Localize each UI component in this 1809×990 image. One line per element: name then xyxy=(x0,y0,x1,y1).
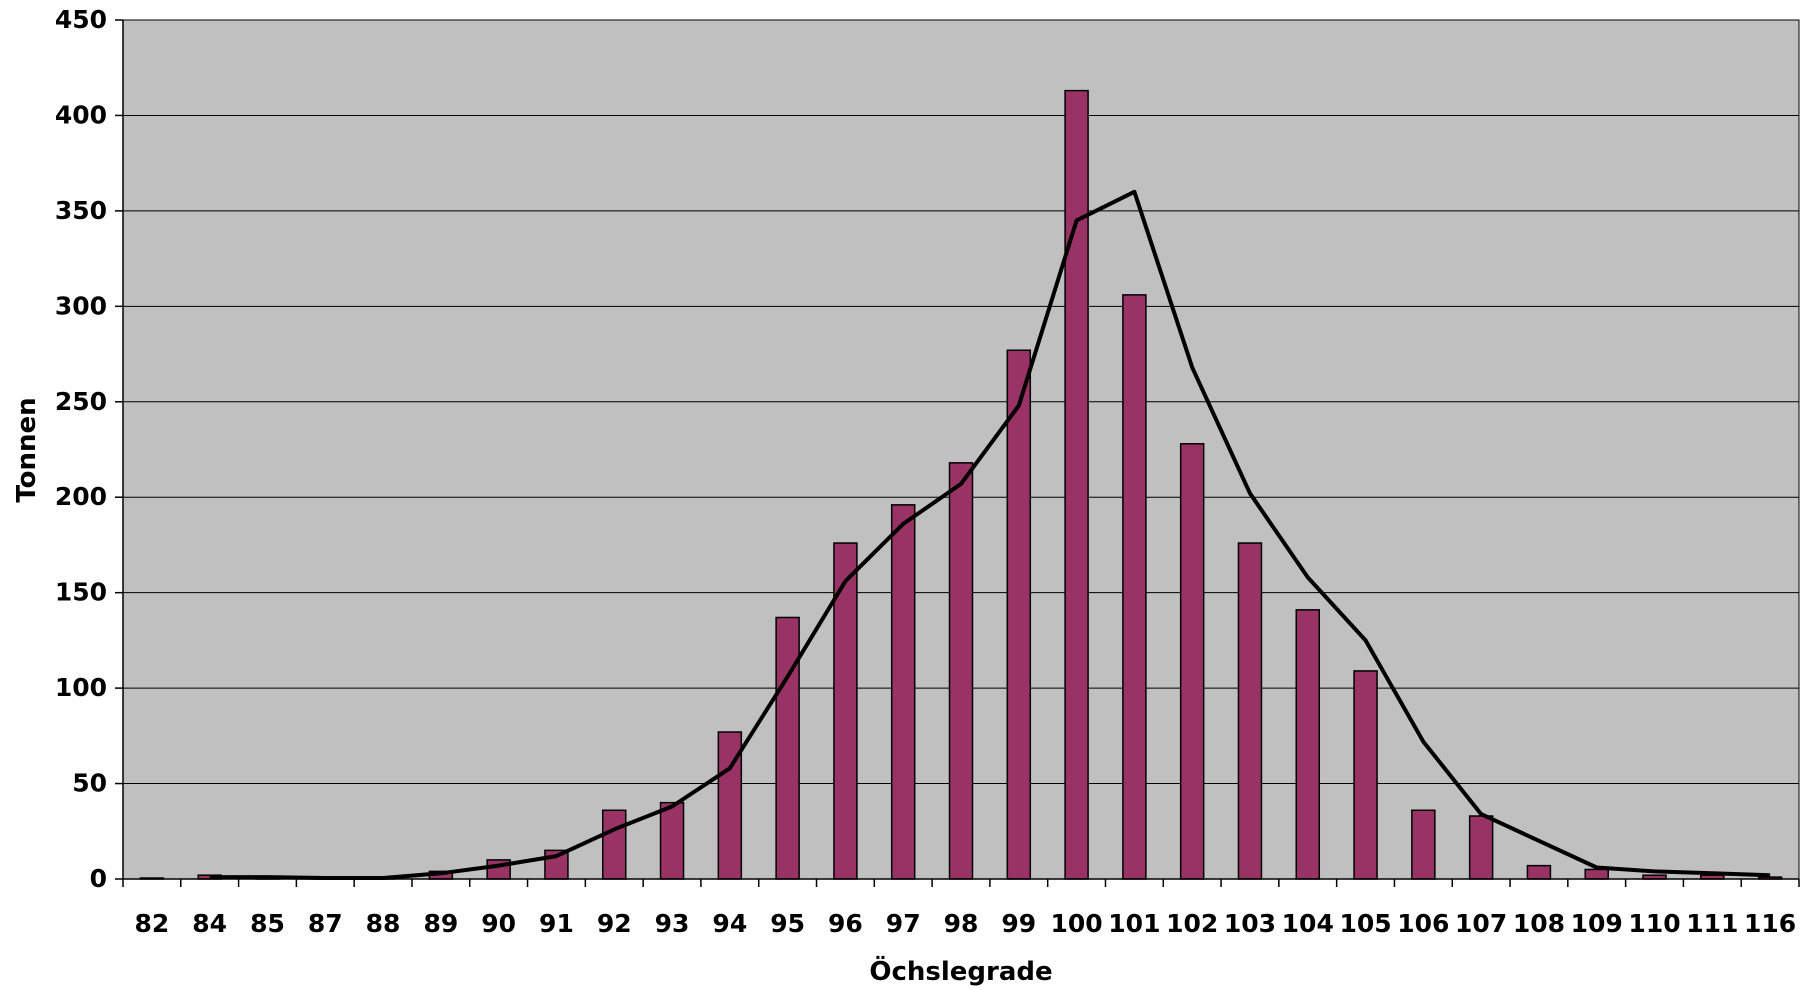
x-axis-title: Öchslegrade xyxy=(869,954,1052,987)
bar xyxy=(1237,542,1263,880)
y-tick-label: 200 xyxy=(55,482,107,511)
x-tick-label: 111 xyxy=(1686,909,1738,938)
gridlines xyxy=(123,19,1799,785)
bar xyxy=(1179,443,1205,880)
x-tick-label: 88 xyxy=(366,909,401,938)
x-tick-label: 104 xyxy=(1282,909,1334,938)
line-series xyxy=(209,189,1771,880)
x-tick-label: 103 xyxy=(1224,909,1276,938)
bar xyxy=(948,462,974,880)
y-tick-labels: 0 50 100 150 200 250 300 350 400 450 xyxy=(55,5,123,893)
x-tick-label: 98 xyxy=(944,909,979,938)
x-tick-label: 108 xyxy=(1513,909,1565,938)
bar xyxy=(1584,868,1609,880)
x-tick-label: 94 xyxy=(712,909,747,938)
x-tick-label: 110 xyxy=(1628,909,1680,938)
bar xyxy=(1353,670,1378,880)
bar xyxy=(1122,294,1147,880)
x-tick-label: 82 xyxy=(134,909,169,938)
x-tick-label: 100 xyxy=(1050,909,1102,938)
y-tick-label: 450 xyxy=(55,5,107,34)
bar xyxy=(1468,815,1494,880)
y-tick-label: 100 xyxy=(55,673,107,702)
x-tick-label: 105 xyxy=(1339,909,1391,938)
x-tick-label: 97 xyxy=(886,909,921,938)
x-tick-label: 101 xyxy=(1108,909,1160,938)
y-tick-label: 250 xyxy=(55,387,107,416)
x-tick-label: 99 xyxy=(1001,909,1036,938)
y-tick-label: 400 xyxy=(55,100,107,129)
x-tick-label: 93 xyxy=(655,909,690,938)
y-tick-label: 150 xyxy=(55,578,107,607)
x-tick-label: 102 xyxy=(1166,909,1218,938)
bar xyxy=(1006,349,1032,880)
y-tick-label: 50 xyxy=(72,769,107,798)
bar xyxy=(890,504,916,880)
bar xyxy=(1411,809,1436,880)
x-tick-label: 106 xyxy=(1397,909,1449,938)
axes xyxy=(122,20,1799,880)
y-tick-label: 0 xyxy=(90,864,107,893)
x-tick-label: 92 xyxy=(597,909,632,938)
x-tick-label: 84 xyxy=(192,909,227,938)
x-tick-label: 87 xyxy=(308,909,343,938)
x-tick-label: 107 xyxy=(1455,909,1507,938)
bar xyxy=(1064,89,1089,880)
x-tick-label: 90 xyxy=(481,909,516,938)
x-tick-label: 91 xyxy=(539,909,574,938)
x-tick-label: 116 xyxy=(1744,909,1796,938)
bar xyxy=(601,809,627,880)
x-tick-label: 89 xyxy=(423,909,458,938)
x-tick-labels: 82 84 85 87 88 89 90 91 92 93 94 95 96 97 98 99 100 101 10… xyxy=(122,879,1800,938)
y-tick-label: 300 xyxy=(55,291,107,320)
x-tick-label: 95 xyxy=(770,909,805,938)
bar xyxy=(775,616,800,880)
bar xyxy=(1526,864,1552,880)
x-tick-label: 85 xyxy=(250,909,285,938)
trend-line xyxy=(209,189,1771,880)
bar xyxy=(659,801,685,880)
y-axis-title: Tonnen xyxy=(12,397,42,502)
y-tick-label: 350 xyxy=(55,196,107,225)
x-tick-label: 96 xyxy=(828,909,863,938)
bar xyxy=(1295,609,1321,880)
x-tick-label: 109 xyxy=(1571,909,1623,938)
